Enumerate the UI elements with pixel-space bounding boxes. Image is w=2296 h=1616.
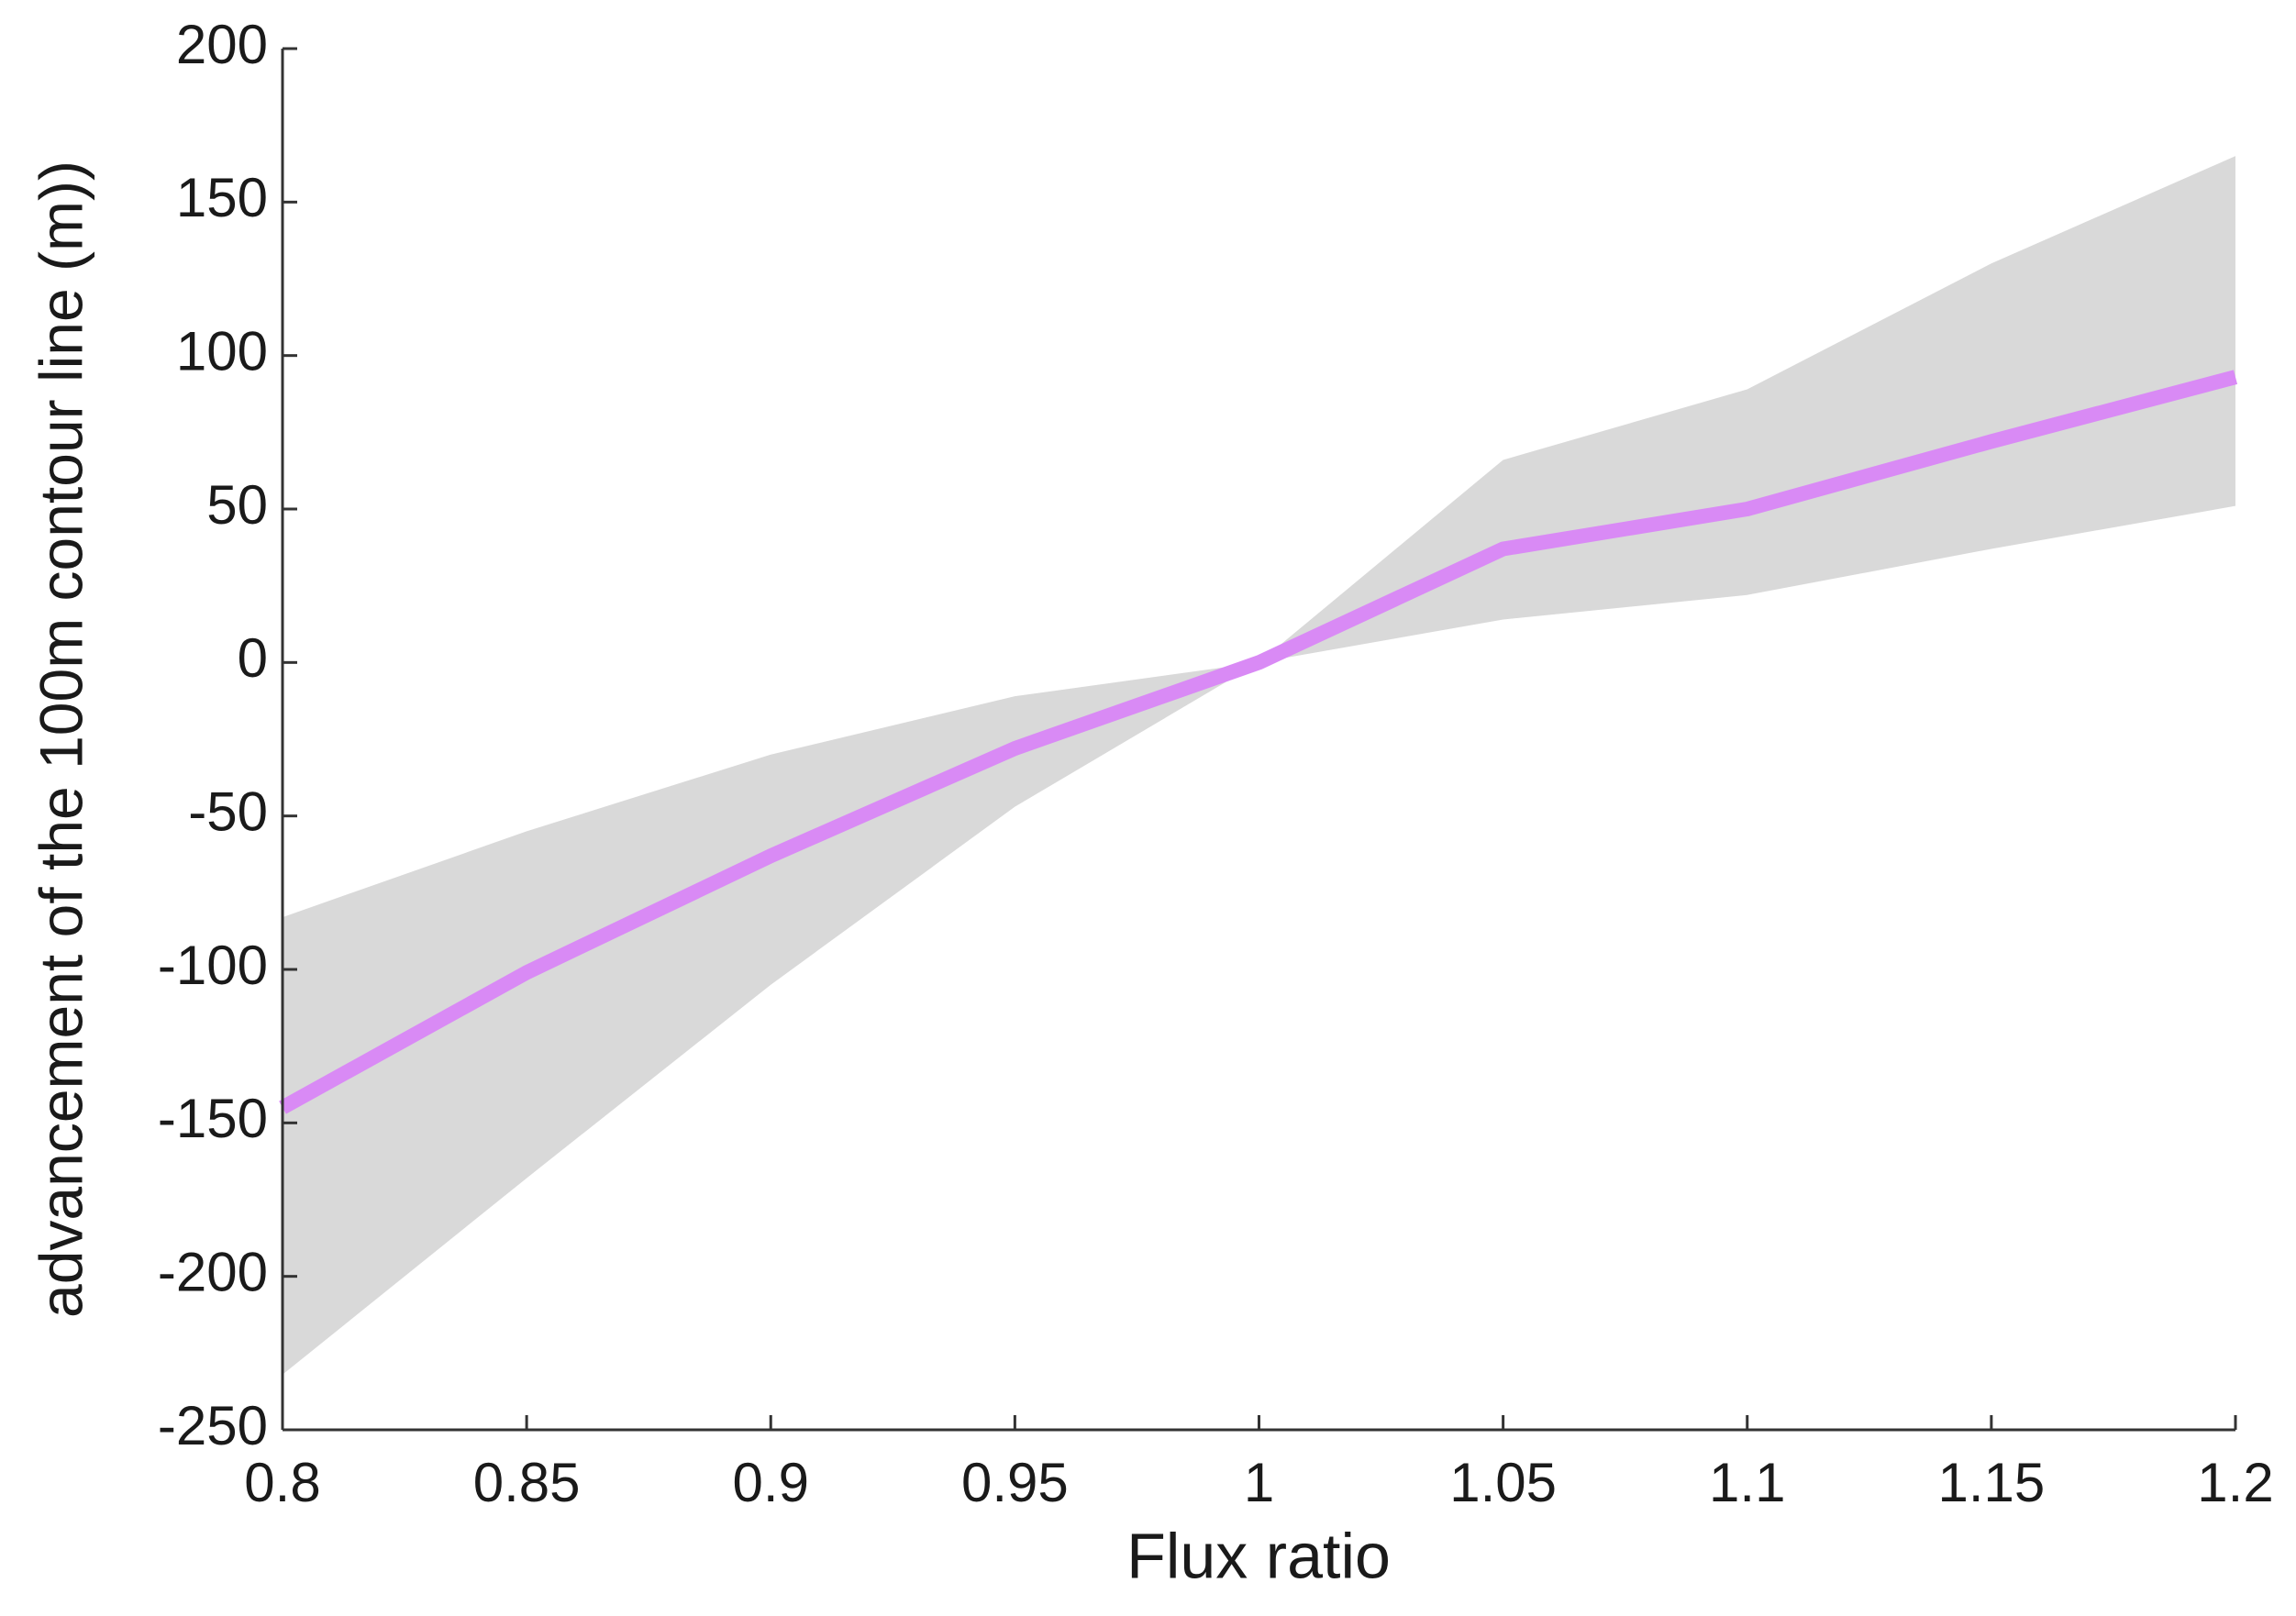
x-axis-label: Flux ratio [1126, 1520, 1391, 1591]
y-tick-label: -150 [158, 1088, 268, 1149]
y-tick-label: -100 [158, 935, 268, 996]
x-tick-label: 1.1 [1709, 1452, 1785, 1513]
y-tick-label: -250 [158, 1395, 268, 1456]
x-tick-label: 1 [1244, 1452, 1274, 1513]
x-tick-label: 0.95 [961, 1452, 1069, 1513]
y-tick-label: 150 [176, 167, 268, 228]
y-tick-label: 0 [238, 627, 268, 689]
x-tick-label: 1.05 [1449, 1452, 1557, 1513]
confidence-band [283, 156, 2235, 1375]
y-tick-label: 50 [206, 474, 268, 536]
y-axis-label: advancement of the 100m contour line (m)… [27, 160, 94, 1318]
x-tick-label: 0.9 [733, 1452, 809, 1513]
y-tick-label: 200 [176, 14, 268, 75]
x-tick-label: 0.8 [244, 1452, 320, 1513]
x-tick-label: 1.15 [1937, 1452, 2045, 1513]
y-tick-label: 100 [176, 321, 268, 382]
y-tick-label: -200 [158, 1242, 268, 1303]
x-tick-label: 0.85 [473, 1452, 581, 1513]
y-tick-label: -50 [188, 781, 268, 843]
x-tick-label: 1.2 [2197, 1452, 2273, 1513]
data-line [279, 370, 2238, 1114]
